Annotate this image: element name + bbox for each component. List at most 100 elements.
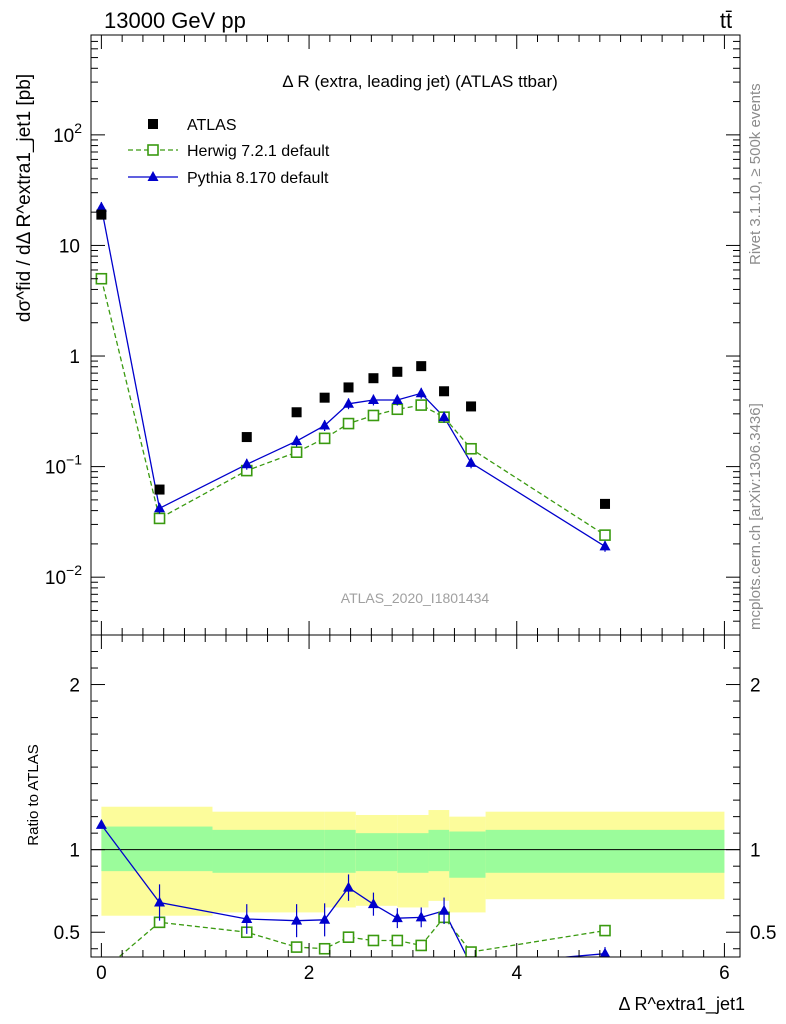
legend-label: Herwig 7.2.1 default <box>187 143 330 160</box>
process-label: tt̄ <box>720 8 732 33</box>
herwig-line <box>100 278 606 536</box>
ratio-herwig-point <box>342 931 355 943</box>
ratio-series <box>95 818 611 969</box>
main-series <box>95 201 611 552</box>
ratio-x-tick-label: 0 <box>96 963 107 984</box>
mcplots-label: mcplots.cern.ch [arXiv:1306.3436] <box>747 403 764 630</box>
energy-label: 13000 GeV pp <box>104 8 246 33</box>
legend-pythia-marker <box>147 171 159 181</box>
ratio-ylabel: Ratio to ATLAS <box>25 744 42 845</box>
ratio-pythia-point <box>415 911 427 922</box>
ratio-x-tick-label: 4 <box>511 963 522 984</box>
y-tick-label: 10−2 <box>45 562 82 589</box>
legend-label: Pythia 8.170 default <box>187 170 329 187</box>
y-tick-label: 10 <box>59 236 80 257</box>
ratio-herwig-point <box>465 946 477 957</box>
y-tick-label: 1 <box>69 347 80 368</box>
ratio-y-tick-label-right: 0.5 <box>750 923 776 944</box>
ratio-pythia-point <box>438 904 450 915</box>
atlas-point <box>154 484 165 495</box>
atlas-point <box>96 209 107 220</box>
atlas-point <box>241 432 252 443</box>
legend-atlas-marker <box>148 119 158 129</box>
atlas-point <box>392 366 403 377</box>
legend: ATLAS Herwig 7.2.1 default Pythia 8.170 de… <box>128 117 330 187</box>
legend-herwig-marker <box>147 144 159 156</box>
atlas-point <box>343 382 354 393</box>
ratio-plot: 0.5 0.5 1 1 2 2 0 2 4 6 Ratio to ATLAS Δ R^extra1… <box>25 634 776 1015</box>
legend-label: ATLAS <box>187 117 237 134</box>
pythia-point <box>241 458 253 469</box>
ratio-pythia-point <box>343 881 355 892</box>
ratio-ticks: 0.5 0.5 1 1 2 2 0 2 4 6 <box>54 635 776 984</box>
ratio-pythia-point <box>241 913 253 923</box>
ratio-herwig-line <box>117 916 606 957</box>
ratio-y-tick-label: 1 <box>69 841 80 862</box>
ratio-inner-band <box>397 833 429 873</box>
herwig-point <box>367 409 380 422</box>
main-title: Δ R (extra, leading jet) (ATLAS ttbar) <box>282 72 558 91</box>
herwig-point <box>391 403 404 416</box>
ratio-herwig-point <box>318 942 331 955</box>
y-tick-label: 102 <box>53 120 82 147</box>
pythia-point <box>438 411 450 422</box>
pythia-point <box>415 387 427 398</box>
herwig-point <box>415 399 428 411</box>
ratio-pythia-point <box>291 914 303 925</box>
pythia-point <box>291 435 303 446</box>
herwig-point <box>599 529 611 541</box>
ratio-herwig-point <box>367 934 380 947</box>
ratio-xlabel: Δ R^extra1_jet1 <box>618 994 745 1015</box>
main-plot: 10−2 10−1 1 10 102 Δ R (extra, leading jet) … <box>14 34 741 636</box>
pythia-point <box>154 502 166 513</box>
atlas-point <box>368 373 379 384</box>
ratio-series-group <box>95 818 611 969</box>
ratio-x-tick-label: 2 <box>304 963 315 984</box>
ratio-pythia-point <box>95 818 107 829</box>
pythia-point <box>599 540 611 551</box>
ratio-bands <box>91 806 740 916</box>
herwig-point <box>290 446 303 458</box>
atlas-point <box>319 392 330 403</box>
atlas-point <box>416 361 427 372</box>
ratio-pythia-point <box>391 912 403 923</box>
ratio-pythia-point <box>367 898 379 909</box>
ratio-y-tick-label: 2 <box>69 676 80 697</box>
ratio-y-tick-label-right: 1 <box>750 841 761 862</box>
ratio-pythia-point <box>319 913 331 924</box>
ratio-x-tick-label: 6 <box>719 963 730 984</box>
pythia-point <box>95 201 107 212</box>
ratio-frame <box>90 634 741 958</box>
ratio-inner-band <box>428 829 450 872</box>
ratio-y-tick-label: 0.5 <box>54 923 80 944</box>
herwig-point <box>342 417 355 430</box>
herwig-point <box>153 512 166 525</box>
pythia-line <box>100 207 606 547</box>
rivet-label: Rivet 3.1.10, ≥ 500k events <box>747 83 764 265</box>
ratio-inner-band <box>324 829 356 873</box>
ratio-inner-band <box>449 831 486 878</box>
atlas-point <box>291 407 302 418</box>
main-ylabel: dσ^fid / dΔ R^extra1_jet1 [pb] <box>14 74 35 322</box>
ratio-inner-band <box>212 829 325 873</box>
pythia-point <box>391 394 403 404</box>
pythia-point <box>367 394 379 404</box>
ratio-inner-band <box>485 829 725 873</box>
atlas-point <box>600 498 611 509</box>
ratio-herwig-point <box>415 939 428 952</box>
pythia-point <box>319 419 331 430</box>
ratio-pythia-point <box>154 896 166 907</box>
pythia-point <box>343 397 355 408</box>
ratio-pythia-point <box>466 959 477 969</box>
atlas-point <box>466 401 477 412</box>
pythia-point <box>465 456 477 467</box>
herwig-point <box>465 442 477 455</box>
ratio-inner-band <box>355 833 398 872</box>
atlas-point <box>439 386 450 397</box>
analysis-label: ATLAS_2020_I1801434 <box>341 590 490 606</box>
ratio-y-tick-label-right: 2 <box>750 676 761 697</box>
ratio-herwig-point <box>290 941 303 953</box>
herwig-point <box>318 432 331 445</box>
y-tick-label: 10−1 <box>45 452 82 479</box>
